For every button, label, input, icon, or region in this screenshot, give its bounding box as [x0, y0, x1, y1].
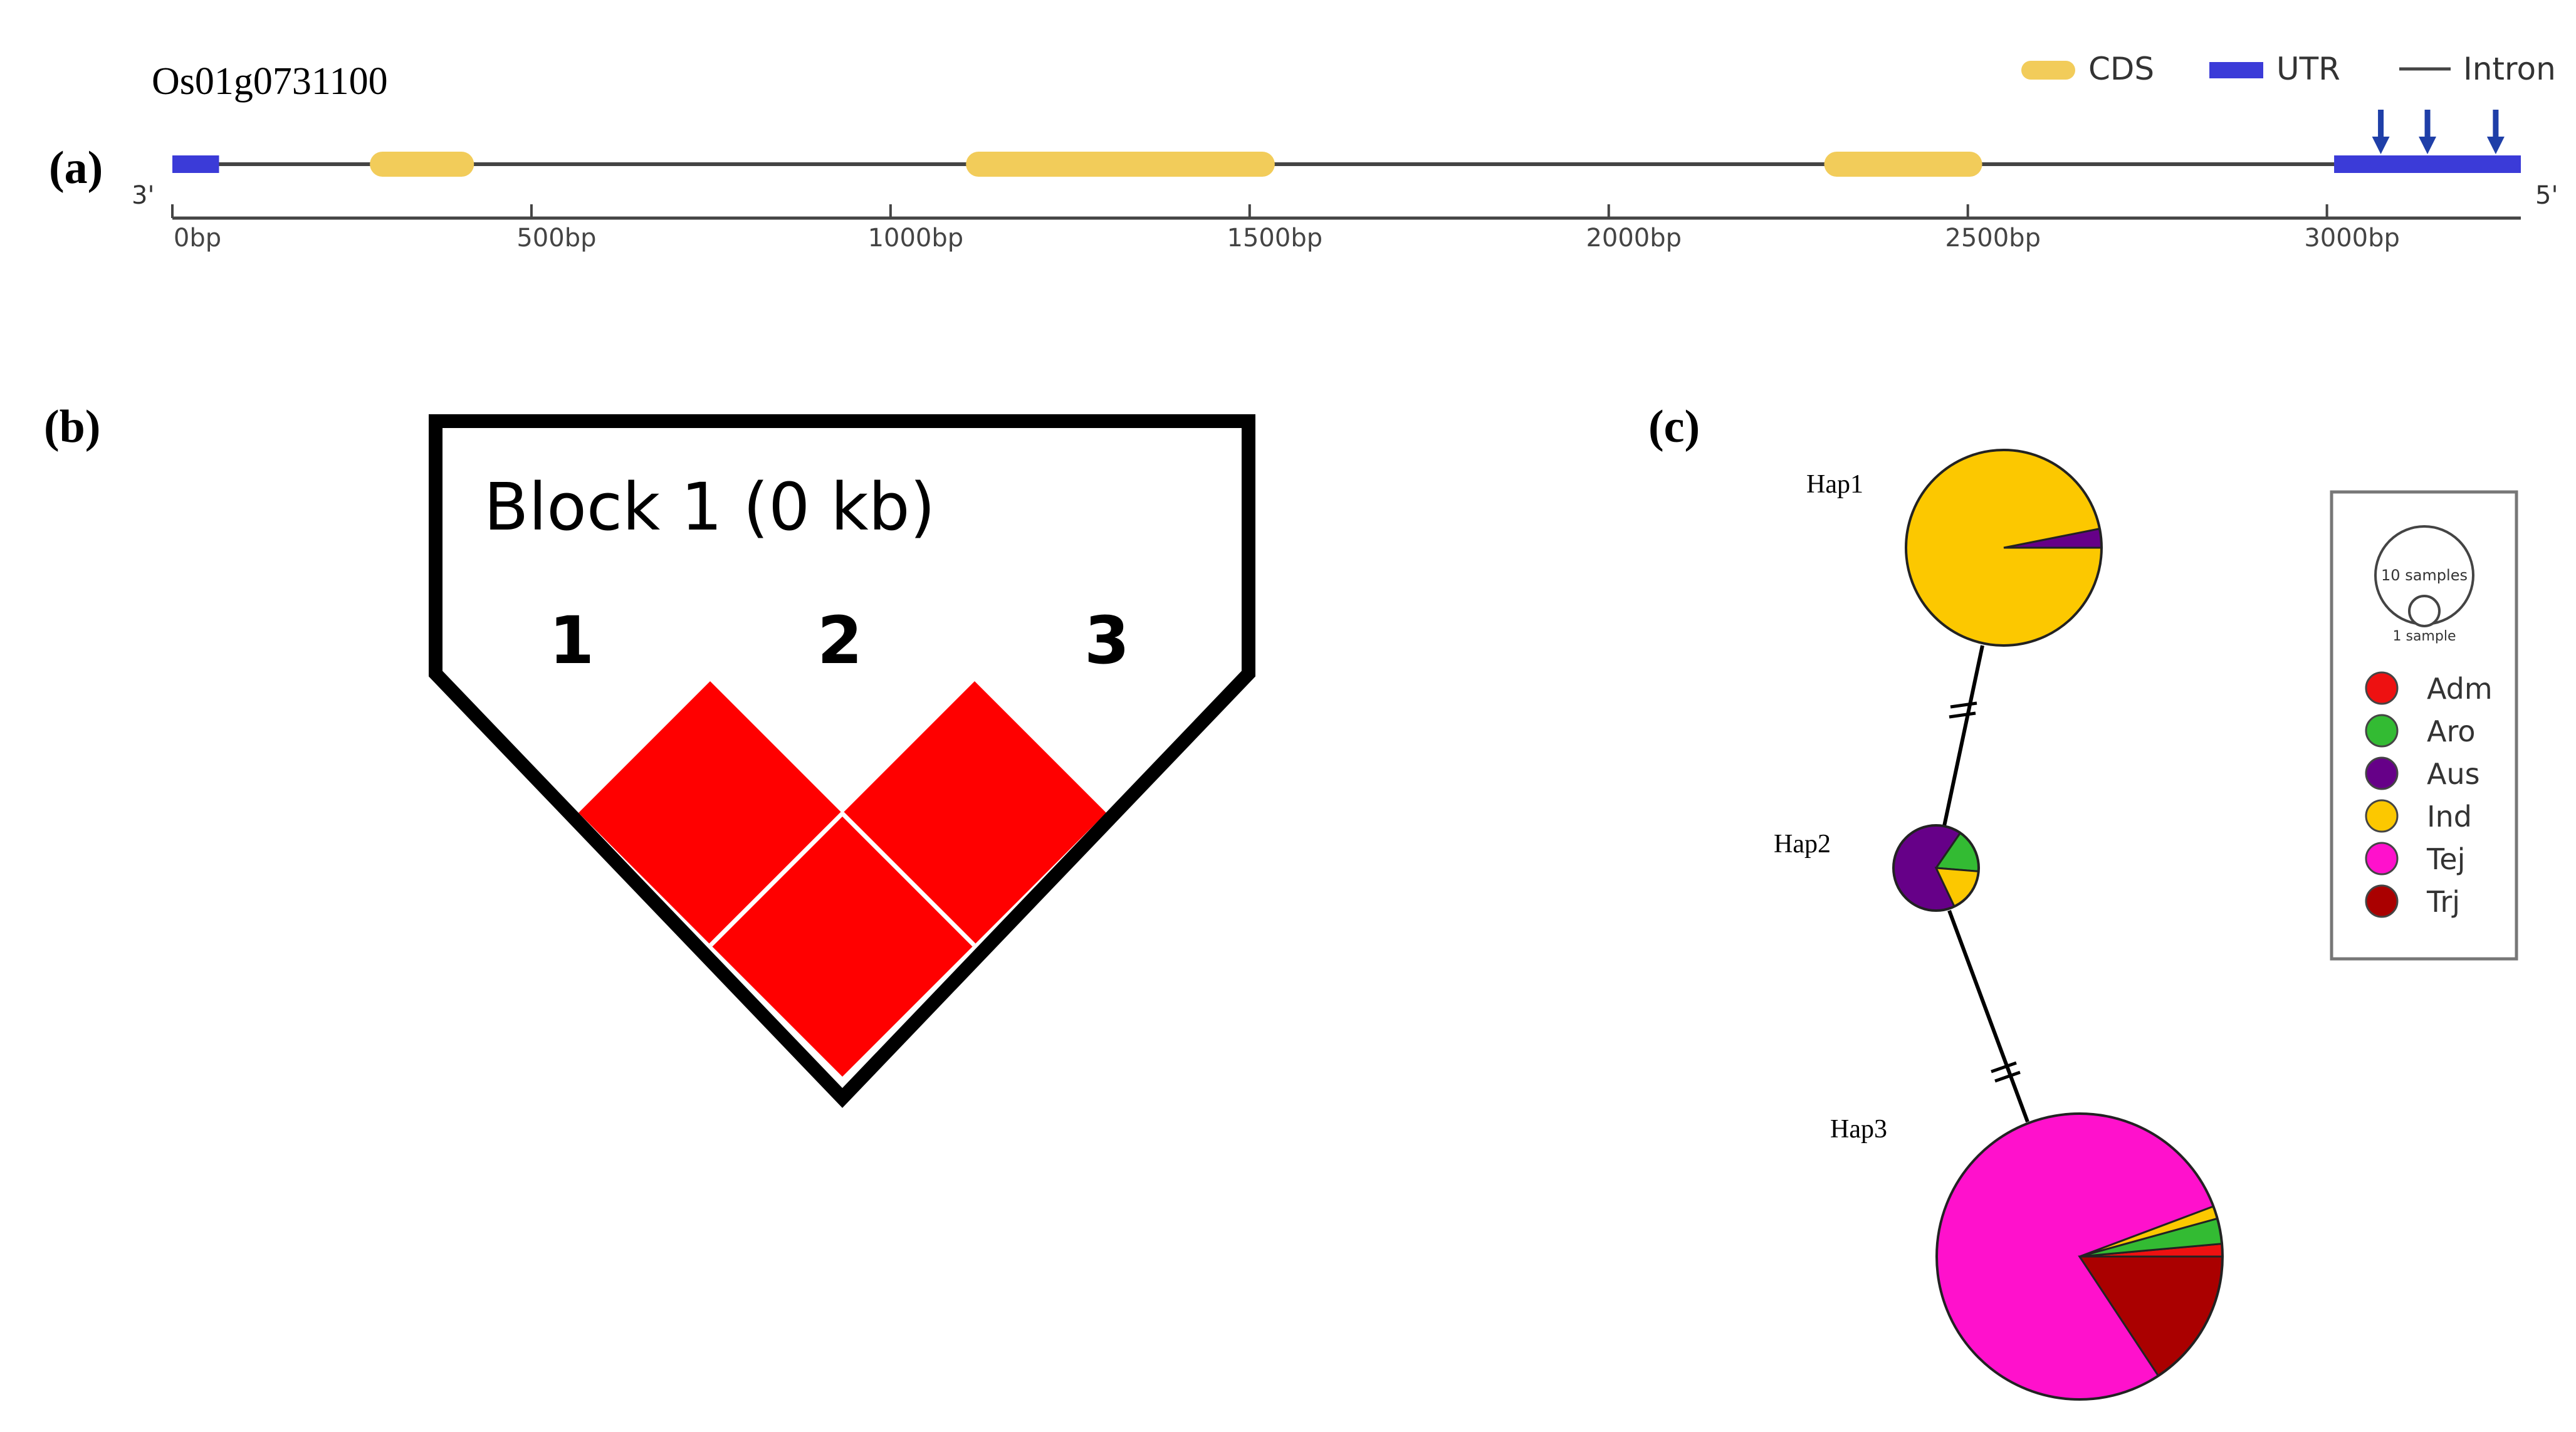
cds-segment-4 [1824, 152, 1982, 177]
axis-tick-label: 2000bp [1586, 224, 1682, 253]
legend-swatch-aro [2365, 714, 2399, 748]
axis-tick-label: 500bp [516, 224, 596, 253]
ld-marker-3: 3 [1084, 602, 1129, 679]
size-legend-large-label: 10 samples [2381, 567, 2468, 584]
gene-axis: 0bp 500bp 1000bp 1500bp 2000bp 2500bp 3000bp [171, 204, 2521, 253]
mutation-tick [1950, 701, 1977, 709]
variant-arrow-1 [2372, 110, 2390, 154]
size-legend-small-circle [2408, 595, 2441, 627]
haplotype-pie-hap3 [1935, 1112, 2224, 1401]
size-legend-small-label: 1 sample [2393, 629, 2456, 644]
utr-segment-1 [172, 155, 219, 173]
axis-tick-label: 2500bp [1945, 224, 2041, 253]
cds-segment-2 [370, 152, 474, 177]
panel-c: (c) Hap1 Hap2 Hap3 10 samples 1 sample A… [1648, 401, 2518, 1401]
mutation-tick [1994, 1070, 2021, 1083]
legend-label-adm: Adm [2427, 672, 2493, 706]
legend-swatch-aus [2365, 756, 2399, 790]
ld-cells [579, 681, 1106, 1077]
pie-outline [1935, 1112, 2224, 1401]
hap3-label: Hap3 [1830, 1115, 1887, 1144]
mutation-tick [1991, 1061, 2017, 1074]
ld-block-title: Block 1 (0 kb) [484, 469, 935, 545]
axis-tick-label: 1000bp [868, 224, 964, 253]
hap2-label: Hap2 [1774, 830, 1831, 859]
legend-label-aus: Aus [2427, 757, 2480, 791]
legend-intron-label: Intron [2463, 51, 2556, 87]
utr-segment-5 [2334, 155, 2521, 173]
axis-tick-label: 3000bp [2304, 224, 2400, 253]
end-label-5prime: 5' [2535, 181, 2558, 210]
pie-outline [1892, 824, 1980, 912]
legend-swatch-ind [2365, 799, 2399, 833]
legend-cds-swatch [2021, 61, 2075, 80]
ld-marker-2: 2 [817, 602, 862, 679]
variant-arrows [2372, 110, 2505, 154]
legend-label-ind: Ind [2427, 800, 2472, 834]
legend-utr-label: UTR [2276, 51, 2340, 87]
ld-marker-1: 1 [549, 602, 594, 679]
ld-cell-divider [840, 812, 976, 947]
network-links [1942, 645, 2029, 1123]
panel-b-label: (b) [44, 401, 100, 452]
variant-arrow-2 [2419, 110, 2437, 154]
legend-swatch-trj [2365, 884, 2399, 918]
legend-swatch-tej [2365, 842, 2399, 875]
legend-label-aro: Aro [2427, 714, 2476, 748]
legend-label-trj: Trj [2426, 885, 2460, 919]
legend-swatch-adm [2365, 671, 2399, 705]
panel-b: (b) Block 1 (0 kb) 1 2 3 [44, 401, 1255, 1108]
network-legend: 10 samples 1 sample Adm Aro Aus Ind Tej Trj [2330, 490, 2518, 961]
haplotype-pie-hap1 [1905, 449, 2103, 647]
group-legend: Adm Aro Aus Ind Tej Trj [2365, 671, 2493, 919]
hap1-label: Hap1 [1806, 470, 1863, 499]
end-label-3prime: 3' [132, 181, 154, 210]
cds-segment-3 [966, 152, 1275, 177]
gene-legend: CDS UTR Intron [2021, 51, 2556, 87]
gene-id: Os01g0731100 [152, 60, 388, 103]
panel-a: (a) Os01g0731100 CDS UTR Intron 3' 5' 0b… [49, 51, 2558, 253]
link-hap2-hap3 [1947, 909, 2029, 1123]
legend-utr-swatch [2209, 62, 2263, 78]
legend-label-tej: Tej [2426, 842, 2465, 876]
ld-block-outline [429, 414, 1255, 1108]
mutation-tick [1949, 711, 1976, 719]
pie-outline [1905, 449, 2103, 647]
panel-c-label: (c) [1648, 401, 1700, 452]
panel-a-label: (a) [49, 142, 103, 194]
ld-cell-divider [709, 812, 844, 947]
haplotype-pie-hap2 [1892, 824, 1980, 912]
legend-cds-label: CDS [2088, 51, 2154, 87]
axis-tick-label: 0bp [174, 224, 221, 253]
link-hap1-hap2 [1942, 645, 1984, 827]
gene-track [172, 152, 2521, 177]
axis-tick-label: 1500bp [1227, 224, 1323, 253]
variant-arrow-3 [2486, 110, 2505, 154]
